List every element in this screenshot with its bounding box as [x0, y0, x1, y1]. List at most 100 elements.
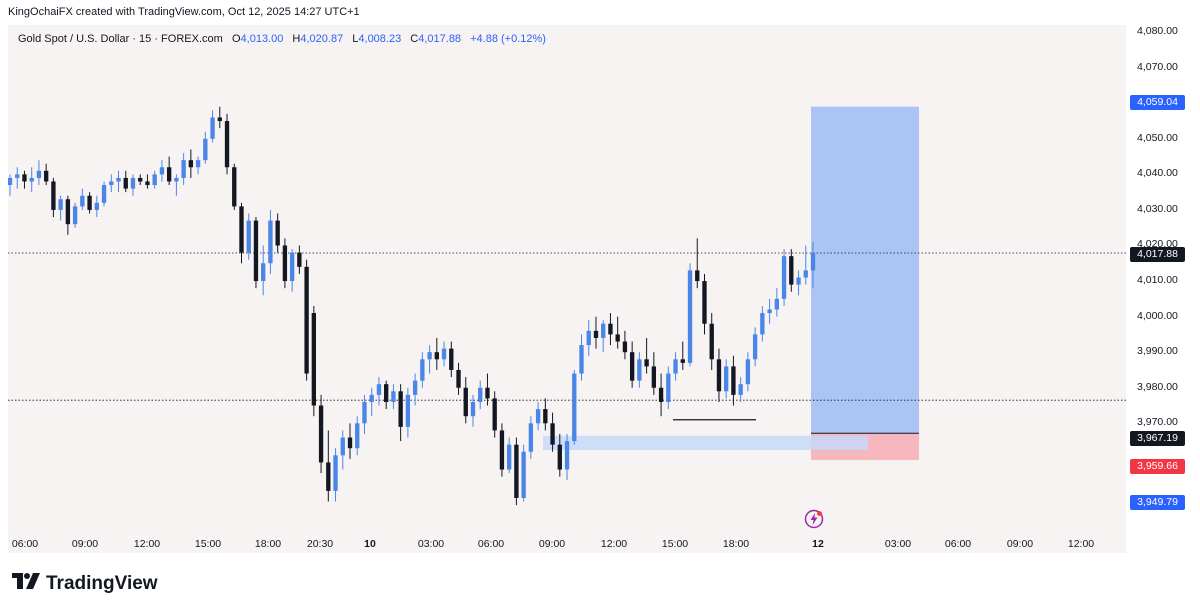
- time-tick-label: 06:00: [11, 538, 39, 550]
- close-value: 4,017.88: [418, 33, 462, 45]
- candle: [724, 366, 729, 392]
- candle: [521, 451, 526, 498]
- entry-price-tag: 3,967.19: [1130, 431, 1185, 446]
- price-tick-label: 4,040.00: [1137, 167, 1178, 180]
- candle: [695, 270, 700, 282]
- candle: [210, 117, 215, 139]
- candle: [478, 387, 483, 402]
- candle: [608, 323, 613, 335]
- candle: [434, 352, 439, 360]
- candle: [601, 323, 606, 338]
- candle: [593, 330, 599, 338]
- candle: [123, 177, 128, 189]
- price-chart[interactable]: [8, 25, 1126, 553]
- candle: [65, 199, 71, 225]
- candle: [29, 177, 34, 182]
- candle: [116, 177, 121, 182]
- level-price-tag: 3,949.79: [1130, 495, 1185, 510]
- high-label: H: [292, 33, 301, 45]
- price-tick-label: 4,050.00: [1137, 131, 1178, 144]
- candle: [506, 444, 512, 470]
- time-tick-label: 18:00: [722, 538, 750, 550]
- low-value: 4,008.23: [358, 33, 402, 45]
- time-tick-label: 15:00: [194, 538, 222, 550]
- chart-byline: KingOchaiFX created with TradingView.com…: [8, 6, 360, 18]
- time-tick-label: 09:00: [538, 538, 566, 550]
- time-tick-label: 12:00: [1067, 538, 1095, 550]
- candle: [188, 160, 194, 168]
- time-tick-label: 20:30: [306, 538, 334, 550]
- candle: [767, 309, 772, 314]
- price-tick-label: 4,030.00: [1137, 202, 1178, 215]
- candle: [420, 359, 425, 381]
- candle: [535, 409, 541, 424]
- tradingview-brand[interactable]: TradingView: [12, 573, 158, 595]
- candle: [347, 437, 353, 449]
- candle: [22, 174, 27, 182]
- candle: [159, 167, 165, 175]
- candle: [94, 202, 99, 210]
- candle: [564, 441, 570, 470]
- low-label: L: [352, 33, 359, 45]
- price-tick-label: 3,980.00: [1137, 380, 1178, 393]
- candle: [687, 270, 693, 363]
- candle: [528, 423, 534, 452]
- candle: [195, 160, 201, 168]
- candle: [246, 220, 251, 253]
- time-tick-label: 18:00: [254, 538, 282, 550]
- candle: [355, 423, 360, 449]
- candle: [239, 206, 244, 253]
- candle: [398, 391, 403, 427]
- candle: [109, 181, 114, 186]
- candle: [391, 391, 396, 402]
- high-value: 4,020.87: [300, 33, 344, 45]
- candle: [253, 220, 259, 282]
- candle: [789, 256, 794, 285]
- candle: [261, 263, 266, 282]
- price-tick-label: 4,070.00: [1137, 60, 1178, 73]
- candle: [709, 323, 714, 360]
- current-price-tag: 4,017.88: [1130, 247, 1185, 262]
- candle: [412, 380, 418, 395]
- candle: [232, 167, 237, 207]
- candle: [615, 334, 620, 342]
- candle: [514, 444, 519, 498]
- candle: [130, 177, 136, 189]
- close-label: C: [410, 33, 419, 45]
- time-tick-label: 12:00: [600, 538, 628, 550]
- symbol-legend: Gold Spot / U.S. Dollar · 15 · FOREX.com…: [18, 33, 546, 45]
- candle: [499, 430, 505, 470]
- candle: [80, 195, 85, 207]
- candle: [673, 359, 678, 374]
- candle: [166, 167, 172, 182]
- candle: [15, 174, 20, 178]
- candle: [311, 313, 317, 406]
- open-value: 4,013.00: [240, 33, 284, 45]
- symbol-title[interactable]: Gold Spot / U.S. Dollar · 15 · FOREX.com: [18, 33, 223, 45]
- time-tick-label: 03:00: [884, 538, 912, 550]
- candle: [629, 352, 635, 381]
- time-tick-label: 12:00: [133, 538, 161, 550]
- candle: [738, 384, 743, 395]
- candle: [492, 398, 497, 431]
- candle: [268, 220, 273, 264]
- candle: [224, 121, 230, 168]
- brand-name: TradingView: [46, 573, 158, 594]
- candle: [369, 394, 374, 402]
- candle: [760, 313, 765, 335]
- lightning-alert-icon[interactable]: [804, 509, 824, 534]
- candle: [326, 462, 331, 491]
- candle: [702, 281, 707, 324]
- price-tick-label: 4,080.00: [1137, 25, 1178, 38]
- time-tick-label: 10: [364, 538, 376, 550]
- candle: [174, 177, 179, 182]
- candle: [572, 373, 577, 442]
- candle: [87, 195, 92, 210]
- tradingview-logo-icon: [12, 573, 40, 595]
- chart-panel[interactable]: Gold Spot / U.S. Dollar · 15 · FOREX.com…: [8, 25, 1126, 553]
- time-tick-label: 09:00: [71, 538, 99, 550]
- candle: [752, 334, 758, 360]
- candle: [152, 174, 157, 186]
- candle: [731, 366, 736, 395]
- candle: [622, 341, 628, 353]
